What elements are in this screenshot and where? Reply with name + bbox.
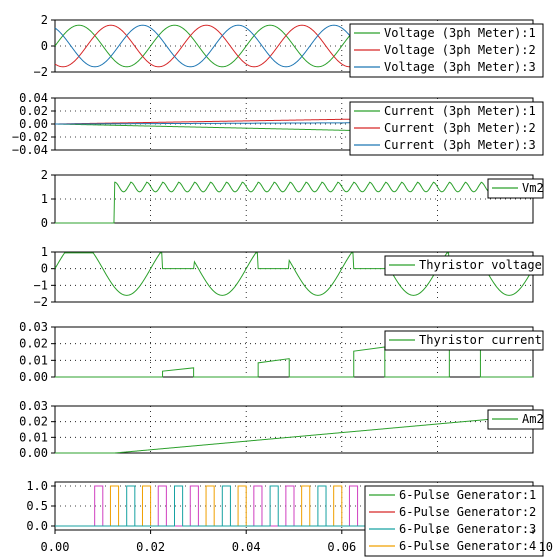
x-tick-label: 10 xyxy=(539,540,553,554)
y-tick-label: −1 xyxy=(34,278,48,292)
legend: Thyristor current xyxy=(384,330,544,351)
x-tick-label: 0.06 xyxy=(327,540,356,554)
legend-box xyxy=(349,23,544,78)
y-tick-label: 2 xyxy=(41,13,48,27)
legend-entry: Current (3ph Meter):2 xyxy=(384,121,536,135)
y-tick-label: −2 xyxy=(34,65,48,79)
y-tick-label: 1 xyxy=(41,192,48,206)
y-tick-label: 1.0 xyxy=(26,479,48,493)
y-tick-label: 0 xyxy=(41,216,48,230)
legend-entry: 6-Pulse Generator:1 xyxy=(399,488,536,502)
legend: Current (3ph Meter):1 Current (3ph Meter)… xyxy=(349,101,544,156)
legend-entry: Vm2 xyxy=(522,181,544,195)
y-tick-label: 0.5 xyxy=(26,499,48,513)
y-tick-label: 0.02 xyxy=(19,337,48,351)
legend-entry: Current (3ph Meter):3 xyxy=(384,138,536,152)
legend-box xyxy=(349,101,544,156)
subplot-5: 0.03 0.02 0.01 0.00 Thyristor current xyxy=(19,320,544,384)
legend: 6-Pulse Generator:1 6-Pulse Generator:2 6-… xyxy=(364,485,544,557)
y-tick-label: 0.01 xyxy=(19,353,48,367)
subplot-6: 0.03 0.020.01 0.00 Am2 xyxy=(19,399,544,460)
y-tick-label: −0.02 xyxy=(12,130,48,144)
legend-entry: Thyristor voltage xyxy=(419,258,542,272)
axes-frame xyxy=(54,405,534,454)
y-tick-label: 0.03 xyxy=(19,320,48,334)
x-tick-label: 0.02 xyxy=(136,540,165,554)
legend-entry: 6-Pulse Generator:4 xyxy=(399,539,536,553)
y-tick-label: −0.04 xyxy=(12,143,48,157)
y-tick-label: 0.02 xyxy=(19,415,48,429)
y-tick-label: 0.01 xyxy=(19,430,48,444)
legend-entry: Thyristor current xyxy=(419,333,542,347)
y-tick-label: 0.00 xyxy=(19,446,48,460)
grid xyxy=(55,251,533,303)
legend-entry: 6-Pulse Generator:2 xyxy=(399,505,536,519)
y-tick-label: −2 xyxy=(34,295,48,309)
subplot-7: 1.00.50.06-Pulse Generator:16-Pulse Gene… xyxy=(26,479,553,557)
grid xyxy=(55,326,533,378)
legend: Voltage (3ph Meter):1 Voltage (3ph Meter)… xyxy=(349,23,544,78)
legend-entry: Voltage (3ph Meter):2 xyxy=(384,43,536,57)
legend-entry: Am2 xyxy=(522,412,544,426)
y-tick-label: 1 xyxy=(41,245,48,259)
axes-frame xyxy=(54,174,534,224)
y-tick-label: 0.00 xyxy=(19,117,48,131)
y-tick-label: 0 xyxy=(41,262,48,276)
y-tick-label: 0 xyxy=(41,39,48,53)
grid xyxy=(55,174,533,224)
y-tick-label: 0.04 xyxy=(19,91,48,105)
x-tick-label: 0.04 xyxy=(232,540,261,554)
legend-box xyxy=(364,485,544,557)
series-line-3-1 xyxy=(55,181,534,224)
series-line-6-1 xyxy=(55,414,534,454)
legend: Thyristor voltage xyxy=(384,255,544,276)
y-tick-label: 0.02 xyxy=(19,104,48,118)
y-tick-label: 0.03 xyxy=(19,399,48,413)
legend-box xyxy=(384,330,544,351)
x-tick-label: 0.00 xyxy=(41,540,70,554)
subplot-2: 0.040.020.00−0.02−0.04 Current (3ph Meter… xyxy=(12,91,544,157)
y-tick-label: 2 xyxy=(41,168,48,182)
subplot-3: 2 1 0 Vm2 xyxy=(41,168,544,230)
y-tick-label: 0.00 xyxy=(19,370,48,384)
subplot-4: 1 0 −1 −2 Thyristor voltage xyxy=(34,245,544,309)
legend-entry: 6-Pulse Generator:3 xyxy=(399,522,536,536)
legend-entry: Current (3ph Meter):1 xyxy=(384,104,536,118)
legend: Am2 xyxy=(487,409,544,430)
legend-entry: Voltage (3ph Meter):3 xyxy=(384,60,536,74)
legend: Vm2 xyxy=(487,178,544,199)
y-tick-label: 0.0 xyxy=(26,519,48,533)
legend-box xyxy=(384,255,544,276)
legend-entry: Voltage (3ph Meter):1 xyxy=(384,26,536,40)
